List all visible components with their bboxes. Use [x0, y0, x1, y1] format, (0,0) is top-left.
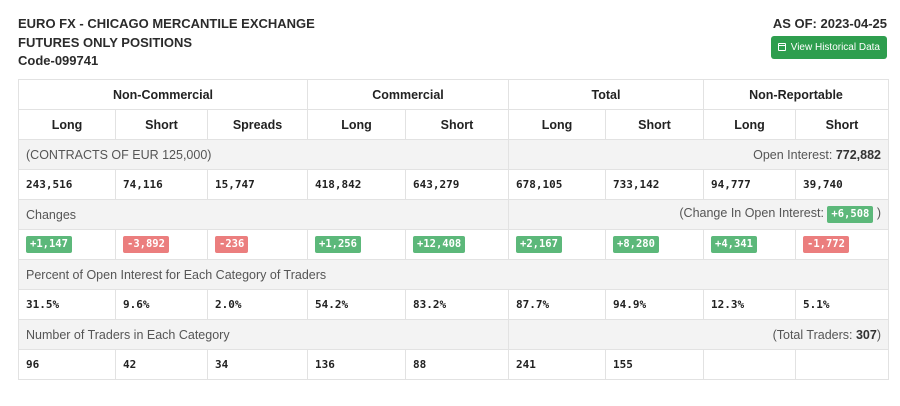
col-header: Short	[795, 109, 889, 140]
table-cell: 15,747	[207, 169, 308, 200]
table-cell: 42	[115, 349, 208, 380]
total-traders-suffix: )	[876, 327, 881, 342]
table-cell: 83.2%	[405, 289, 509, 320]
group-total: Total	[508, 79, 704, 110]
col-header: Short	[605, 109, 704, 140]
col-header: Short	[115, 109, 208, 140]
table-cell: +2,167	[508, 229, 606, 260]
traders-label: Number of Traders in Each Category	[18, 319, 509, 350]
title-line-2: FUTURES ONLY POSITIONS	[18, 34, 193, 50]
change-badge: +8,280	[613, 236, 659, 253]
contract-code: Code-099741	[18, 53, 99, 68]
table-cell	[703, 349, 796, 380]
table-cell: -236	[207, 229, 308, 260]
table-cell: 155	[605, 349, 704, 380]
view-historical-data-button[interactable]: View Historical Data	[770, 35, 887, 59]
positions-table: Non-Commercial Commercial Total Non-Repo…	[18, 79, 889, 380]
table-cell: 5.1%	[795, 289, 889, 320]
col-header: Long	[307, 109, 406, 140]
table-cell: 643,279	[405, 169, 509, 200]
total-traders: (Total Traders: 307)	[508, 319, 889, 350]
report-title: EURO FX - CHICAGO MERCANTILE EXCHANGE FU…	[18, 15, 315, 71]
table-cell: -1,772	[795, 229, 889, 260]
table-cell: +8,280	[605, 229, 704, 260]
total-traders-prefix: (Total Traders:	[772, 327, 853, 342]
group-non-commercial: Non-Commercial	[18, 79, 308, 110]
view-historical-data-label: View Historical Data	[790, 41, 880, 53]
change-badge: -1,772	[803, 236, 849, 253]
table-cell: 54.2%	[307, 289, 406, 320]
open-interest: Open Interest: 772,882	[508, 139, 889, 170]
percent-values-row: 31.5% 9.6% 2.0% 54.2% 83.2% 87.7% 94.9% …	[18, 289, 889, 320]
table-cell: 136	[307, 349, 406, 380]
change-badge: +12,408	[413, 236, 466, 253]
table-cell: +1,256	[307, 229, 406, 260]
traders-section-row: Number of Traders in Each Category (Tota…	[18, 319, 889, 350]
group-non-reportable: Non-Reportable	[703, 79, 889, 110]
group-header-row: Non-Commercial Commercial Total Non-Repo…	[18, 79, 889, 110]
table-cell: +12,408	[405, 229, 509, 260]
contracts-section-row: (CONTRACTS OF EUR 125,000) Open Interest…	[18, 139, 889, 170]
table-cell: 34	[207, 349, 308, 380]
table-cell: 94.9%	[605, 289, 704, 320]
open-interest-value: 772,882	[835, 147, 881, 162]
table-cell: 12.3%	[703, 289, 796, 320]
table-cell: 418,842	[307, 169, 406, 200]
column-header-row: Long Short Spreads Long Short Long Short…	[18, 109, 889, 140]
table-cell: 678,105	[508, 169, 606, 200]
table-cell: +1,147	[18, 229, 116, 260]
change-oi-badge: +6,508	[827, 206, 874, 223]
header-right: AS OF: 2023-04-25 View Historical Data	[770, 15, 887, 59]
col-header: Spreads	[207, 109, 308, 140]
change-badge: +4,341	[711, 236, 757, 253]
table-cell: 2.0%	[207, 289, 308, 320]
contracts-values-row: 243,516 74,116 15,747 418,842 643,279 67…	[18, 169, 889, 200]
table-cell: 241	[508, 349, 606, 380]
table-cell: 74,116	[115, 169, 208, 200]
col-header: Long	[508, 109, 606, 140]
table-cell: +4,341	[703, 229, 796, 260]
percent-section-row: Percent of Open Interest for Each Catego…	[18, 259, 889, 290]
table-cell: -3,892	[115, 229, 208, 260]
col-header: Short	[405, 109, 509, 140]
change-badge: -236	[215, 236, 249, 253]
change-open-interest: (Change In Open Interest: +6,508 )	[508, 199, 889, 230]
table-cell: 733,142	[605, 169, 704, 200]
table-cell: 96	[18, 349, 116, 380]
change-badge: +1,147	[26, 236, 72, 253]
table-cell	[795, 349, 889, 380]
traders-values-row: 96 42 34 136 88 241 155	[18, 349, 889, 380]
col-header: Long	[18, 109, 116, 140]
contracts-label: (CONTRACTS OF EUR 125,000)	[18, 139, 509, 170]
table-cell: 31.5%	[18, 289, 116, 320]
group-commercial: Commercial	[307, 79, 509, 110]
title-line-1: EURO FX - CHICAGO MERCANTILE EXCHANGE	[18, 16, 315, 31]
changes-label: Changes	[18, 199, 509, 230]
table-cell: 94,777	[703, 169, 796, 200]
col-header: Long	[703, 109, 796, 140]
open-interest-label: Open Interest:	[753, 147, 833, 162]
table-cell: 243,516	[18, 169, 116, 200]
total-traders-value: 307	[855, 327, 877, 342]
changes-values-row: +1,147 -3,892 -236 +1,256 +12,408 +2,167…	[18, 229, 889, 260]
table-cell: 39,740	[795, 169, 889, 200]
change-oi-prefix: (Change In Open Interest:	[679, 206, 824, 220]
change-badge: +1,256	[315, 236, 361, 253]
change-badge: -3,892	[123, 236, 169, 253]
change-oi-suffix: )	[876, 206, 881, 220]
changes-section-row: Changes (Change In Open Interest: +6,508…	[18, 199, 889, 230]
as-of-date: AS OF: 2023-04-25	[772, 16, 887, 31]
calendar-icon	[777, 43, 786, 51]
table-cell: 87.7%	[508, 289, 606, 320]
table-cell: 88	[405, 349, 509, 380]
table-cell: 9.6%	[115, 289, 208, 320]
percent-label: Percent of Open Interest for Each Catego…	[18, 259, 889, 290]
change-badge: +2,167	[516, 236, 562, 253]
